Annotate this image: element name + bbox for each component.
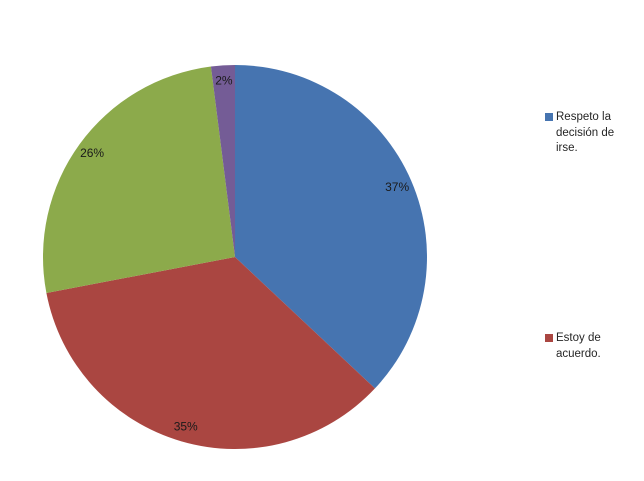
- legend-swatch-icon: [545, 113, 553, 121]
- pie-slice-2: [46, 257, 375, 449]
- pie-slice-3: [42, 66, 235, 293]
- pie-slice-label: 26%: [80, 146, 104, 160]
- pie-slice-label: 37%: [385, 180, 409, 194]
- legend-item-label: Estoy de acuerdo.: [556, 332, 601, 360]
- pie-slice-label: 35%: [174, 420, 198, 434]
- legend-item-respeto-la-decision: Respeto la decisión de irse.: [545, 110, 621, 157]
- pie-slice-4: [210, 65, 235, 257]
- pie-slice-1: [235, 65, 427, 389]
- legend-swatch-icon: [545, 334, 553, 342]
- pie-slice-label: 2%: [215, 74, 233, 88]
- legend-item-label: Respeto la decisión de irse.: [556, 111, 615, 154]
- legend-item-estoy-de-acuerdo: Estoy de acuerdo.: [545, 331, 621, 362]
